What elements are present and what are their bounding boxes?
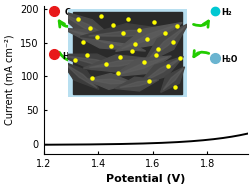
Text: O₂: O₂: [64, 8, 75, 17]
X-axis label: Potential (V): Potential (V): [106, 174, 185, 184]
Text: H₂O: H₂O: [62, 52, 78, 61]
Y-axis label: Current (mA cm⁻²): Current (mA cm⁻²): [5, 34, 15, 125]
Text: H₂O: H₂O: [221, 55, 237, 64]
Text: H₂: H₂: [221, 8, 231, 17]
